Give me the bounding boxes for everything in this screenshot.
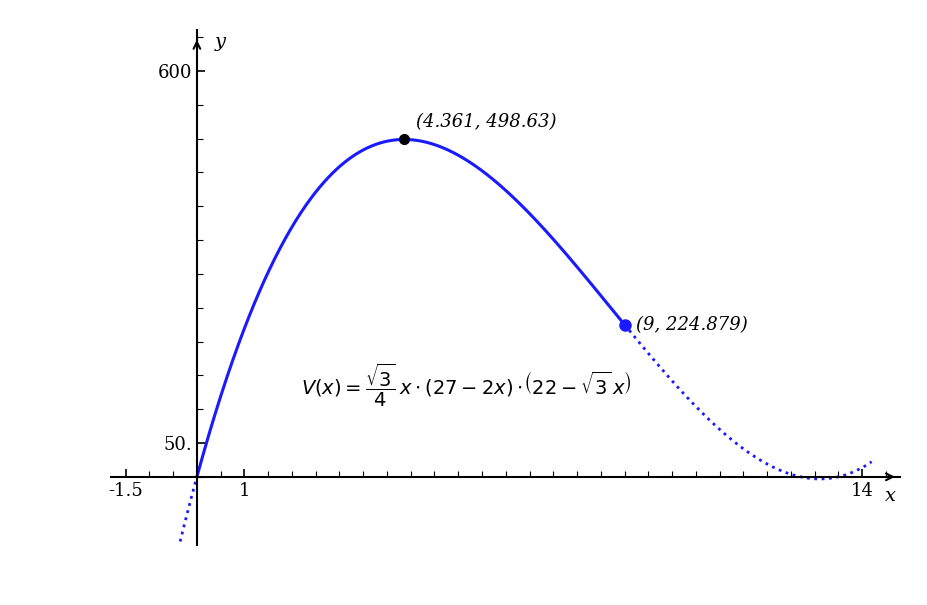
Text: x: x	[884, 487, 895, 505]
Text: $V(x) = \dfrac{\sqrt{3}}{4}\,x\cdot(27-2x)\cdot\!\left(22-\sqrt{3}\,x\right)$: $V(x) = \dfrac{\sqrt{3}}{4}\,x\cdot(27-2…	[301, 362, 631, 409]
Text: y: y	[215, 33, 226, 51]
Text: (4.361, 498.63): (4.361, 498.63)	[415, 113, 556, 131]
Text: (9, 224.879): (9, 224.879)	[636, 316, 747, 334]
